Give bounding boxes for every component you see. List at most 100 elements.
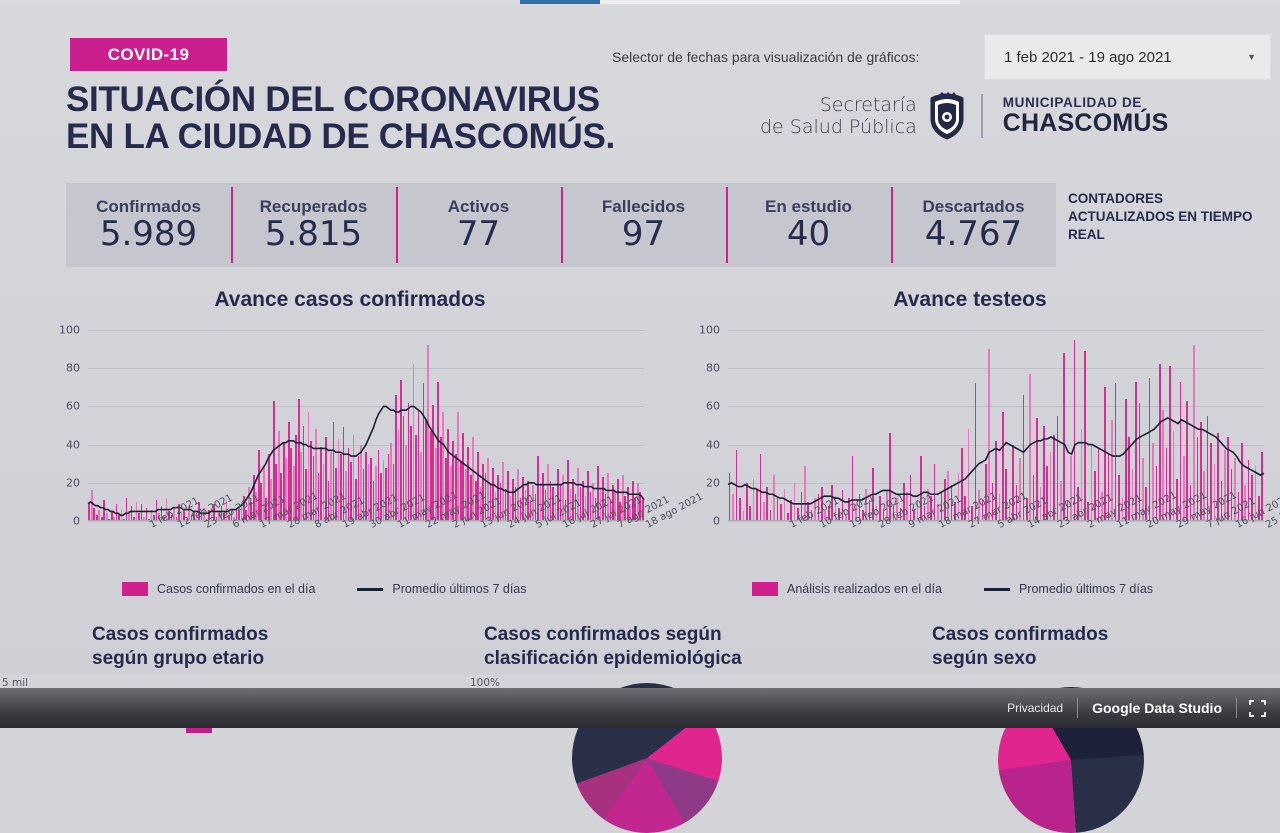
bar bbox=[759, 454, 762, 521]
gridline bbox=[88, 330, 644, 331]
bar bbox=[527, 480, 529, 521]
bar bbox=[971, 505, 973, 521]
bar bbox=[763, 501, 765, 521]
bar bbox=[240, 503, 243, 521]
bar bbox=[145, 507, 148, 521]
bar bbox=[1101, 492, 1103, 521]
bar bbox=[1159, 364, 1161, 521]
bar bbox=[579, 486, 582, 521]
bar bbox=[173, 507, 175, 521]
chevron-down-icon[interactable]: ▼ bbox=[1247, 52, 1256, 62]
bar bbox=[749, 505, 751, 521]
bar bbox=[365, 452, 367, 521]
bar bbox=[1213, 463, 1216, 521]
legend-bar-swatch-right bbox=[752, 582, 778, 596]
bar bbox=[612, 484, 614, 521]
bar bbox=[597, 465, 599, 521]
bars-right bbox=[728, 330, 1264, 521]
bar bbox=[926, 488, 929, 521]
bar bbox=[1230, 469, 1233, 521]
bar bbox=[255, 492, 258, 521]
bar bbox=[522, 477, 524, 521]
municipalidad-line1: MUNICIPALIDAD DE bbox=[1002, 95, 1142, 111]
bar bbox=[577, 467, 579, 521]
bar bbox=[567, 459, 569, 521]
privacy-link[interactable]: Privacidad bbox=[1007, 701, 1064, 715]
date-range-picker[interactable]: 1 feb 2021 - 19 ago 2021 ▼ bbox=[985, 35, 1270, 79]
bar bbox=[1261, 452, 1264, 521]
counter-value: 5.989 bbox=[99, 213, 198, 254]
bar bbox=[1206, 415, 1209, 521]
google-data-studio-brand[interactable]: Google Data Studio bbox=[1092, 700, 1222, 716]
section-title-clasificacion-line1: Casos confirmados según bbox=[484, 624, 722, 645]
counter-en-estudio: En estudio 40 bbox=[726, 183, 891, 267]
bar bbox=[961, 448, 963, 521]
bar bbox=[817, 494, 820, 521]
bar bbox=[492, 467, 494, 521]
bar bbox=[377, 450, 380, 521]
bar bbox=[1104, 387, 1107, 521]
bar bbox=[223, 513, 225, 521]
bar bbox=[957, 473, 960, 521]
bar bbox=[896, 498, 898, 521]
bar bbox=[947, 471, 949, 521]
chart-avance-casos-confirmados[interactable]: 0 20 40 60 80 100 1 feb 2021 12 feb 2021 23 feb… bbox=[28, 320, 705, 535]
bar bbox=[447, 429, 450, 521]
bar bbox=[322, 463, 325, 521]
bar bbox=[392, 463, 395, 521]
counter-label: Recuperados bbox=[259, 196, 368, 216]
bar bbox=[1032, 475, 1035, 521]
chart-avance-testeos[interactable]: 0 20 40 60 80 100 1 feb 2021 10 feb 2021 19 feb… bbox=[668, 320, 1280, 535]
bar bbox=[138, 513, 140, 521]
bar bbox=[432, 404, 435, 521]
bar bbox=[899, 507, 902, 521]
bar bbox=[1002, 412, 1004, 521]
bar bbox=[804, 465, 806, 521]
bar bbox=[780, 503, 782, 521]
counter-activos: Activos 77 bbox=[396, 183, 561, 267]
bar bbox=[193, 511, 195, 521]
bar bbox=[995, 440, 997, 521]
bar bbox=[1234, 457, 1236, 521]
page-title-line2: EN LA CIUDAD DE CHASCOMÚS. bbox=[66, 117, 615, 156]
bar bbox=[143, 517, 145, 521]
bar bbox=[128, 511, 130, 521]
bar bbox=[1258, 496, 1260, 521]
counters-note: CONTADORES ACTUALIZADOS EN TIEMPO REAL bbox=[1068, 191, 1253, 242]
bar bbox=[1019, 457, 1021, 521]
bar bbox=[280, 473, 283, 521]
counter-value: 5.815 bbox=[264, 213, 363, 254]
bar bbox=[639, 492, 642, 521]
bar bbox=[452, 440, 455, 521]
y-axis-tick: 100 bbox=[59, 323, 80, 337]
bar bbox=[1124, 398, 1127, 521]
bar bbox=[285, 457, 288, 521]
section-title-clasificacion: Casos confirmados según clasificación ep… bbox=[484, 623, 742, 671]
bar bbox=[920, 456, 922, 521]
bar bbox=[1042, 425, 1045, 521]
bar bbox=[287, 421, 290, 521]
bar bbox=[1128, 436, 1130, 521]
bar bbox=[402, 415, 405, 521]
bar bbox=[509, 496, 512, 521]
bar bbox=[270, 478, 273, 521]
bar bbox=[395, 394, 397, 521]
bar bbox=[410, 425, 412, 521]
fullscreen-icon[interactable] bbox=[1237, 699, 1280, 717]
bar bbox=[998, 494, 1001, 521]
bar bbox=[340, 454, 342, 521]
bar bbox=[372, 480, 375, 521]
bar bbox=[444, 457, 447, 521]
bar bbox=[537, 456, 539, 521]
counter-label: Fallecidos bbox=[601, 196, 686, 216]
bar bbox=[317, 473, 320, 521]
bar bbox=[295, 435, 297, 521]
bar bbox=[1077, 486, 1079, 521]
section-title-grupo-etario: Casos confirmados según grupo etario bbox=[92, 623, 268, 671]
bar bbox=[524, 490, 527, 521]
bar bbox=[1176, 478, 1178, 521]
bar bbox=[330, 452, 332, 521]
bar bbox=[909, 475, 912, 521]
counter-descartados: Descartados 4.767 bbox=[891, 183, 1056, 267]
bar bbox=[514, 486, 517, 521]
